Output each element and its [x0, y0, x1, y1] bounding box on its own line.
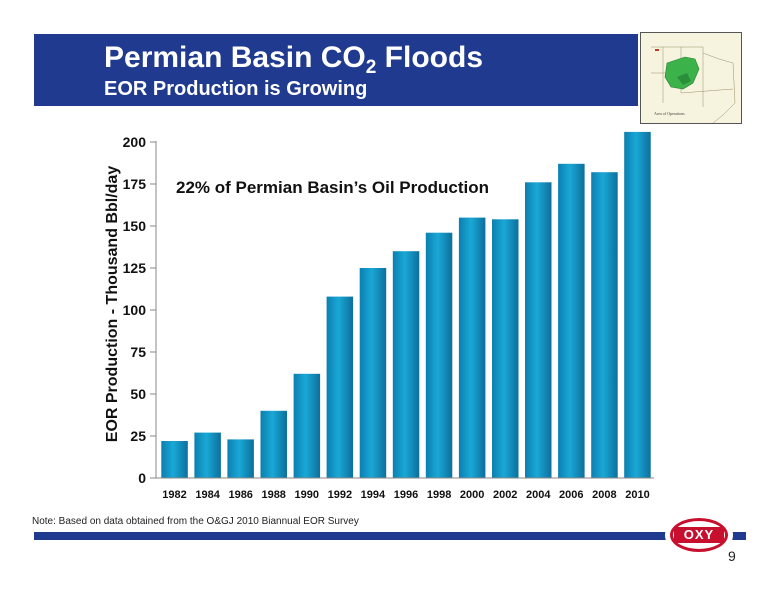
area-map: Area of Operations: [640, 32, 742, 124]
bar-1982: [161, 441, 188, 478]
x-tick-label: 2006: [559, 489, 583, 501]
y-tick-label: 175: [123, 176, 147, 192]
bar-2010: [624, 131, 651, 478]
bottom-band: [34, 532, 746, 540]
page-title: Permian Basin CO2 Floods: [104, 41, 483, 79]
bar-1986: [227, 439, 254, 478]
x-tick-label: 1994: [361, 489, 386, 501]
bar-2002: [492, 219, 519, 479]
bar-2008: [591, 172, 618, 478]
y-tick-label: 200: [123, 134, 147, 150]
bar-1998: [425, 232, 453, 478]
x-tick-label: 1988: [261, 489, 285, 501]
title-subscript: 2: [365, 57, 377, 78]
oxy-logo-text: OXY: [674, 527, 724, 543]
y-tick-label: 25: [130, 428, 146, 444]
x-tick-label: 1984: [195, 489, 220, 501]
y-tick-label: 100: [123, 302, 147, 318]
bar-1992: [326, 296, 354, 478]
bar-1994: [359, 268, 387, 478]
x-tick-label: 2000: [460, 489, 484, 501]
footnote: Note: Based on data obtained from the O&…: [32, 516, 359, 527]
x-tick-label: 2002: [493, 489, 517, 501]
x-tick-label: 1982: [162, 489, 186, 501]
chart-annotation: 22% of Permian Basin’s Oil Production: [176, 178, 489, 197]
y-tick-label: 50: [130, 386, 146, 402]
x-tick-label: 2008: [592, 489, 616, 501]
bar-1996: [392, 251, 420, 478]
y-tick-label: 125: [123, 260, 147, 276]
bar-2004: [525, 182, 552, 479]
oxy-logo-icon: [670, 518, 728, 552]
map-caption: Area of Operations: [654, 111, 685, 116]
title-band: [34, 34, 638, 106]
y-tick-label: 150: [123, 218, 147, 234]
y-axis-label: EOR Production - Thousand Bbl/day: [104, 165, 121, 443]
x-tick-label: 1986: [228, 489, 252, 501]
bar-2000: [458, 217, 486, 478]
x-tick-label: 1990: [295, 489, 319, 501]
bar-1990: [293, 373, 321, 478]
x-tick-label: 2010: [625, 489, 649, 501]
bar-2006: [558, 163, 585, 479]
page-number: 9: [728, 548, 736, 564]
x-tick-label: 1992: [328, 489, 352, 501]
bar-1984: [194, 432, 221, 478]
x-tick-label: 1996: [394, 489, 418, 501]
x-tick-label: 1998: [427, 489, 451, 501]
x-tick-label: 2004: [526, 489, 551, 501]
page-subtitle: EOR Production is Growing: [104, 78, 368, 100]
y-tick-label: 75: [130, 344, 146, 360]
y-tick-label: 0: [138, 470, 146, 486]
bar-1988: [260, 410, 287, 478]
texas-map-image: [651, 46, 736, 123]
